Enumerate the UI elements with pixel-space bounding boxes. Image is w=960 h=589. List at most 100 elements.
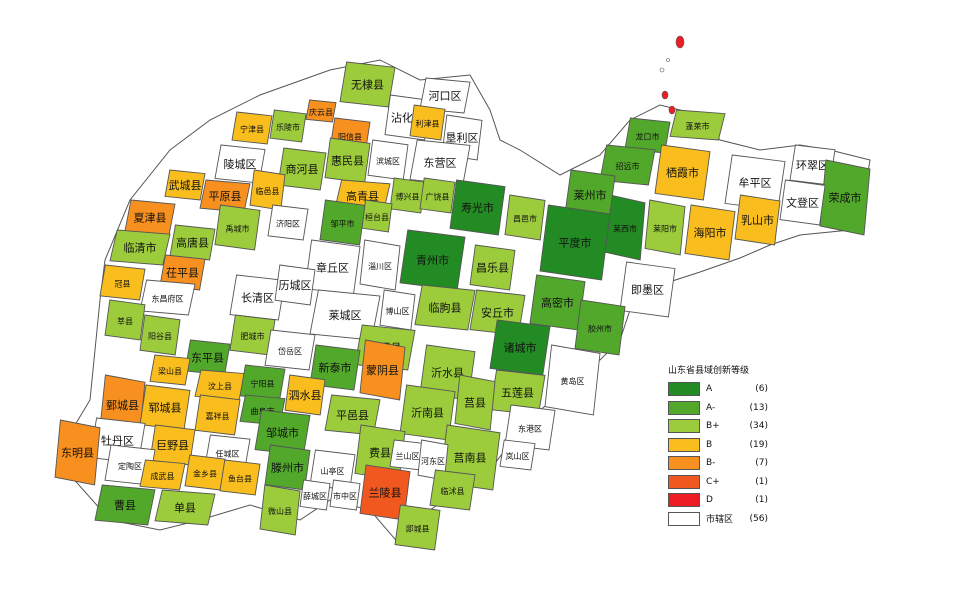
county-region: 成武县 — [139, 459, 186, 491]
county-shape — [214, 204, 261, 251]
county-label: 岚山区 — [506, 451, 530, 461]
county-region: 岚山区 — [499, 439, 536, 471]
county-label: 蒙阴县 — [366, 364, 399, 377]
county-region: 阳谷县 — [139, 314, 181, 356]
county-label: 博兴县 — [396, 192, 420, 202]
county-region: 邹城市 — [254, 409, 311, 456]
county-label: 乐陵市 — [276, 122, 300, 132]
county-label: 任城区 — [216, 449, 240, 459]
county-shape — [684, 204, 736, 261]
county-label: 阳谷县 — [148, 332, 172, 341]
county-label: 环翠区 — [796, 159, 829, 172]
county-region: 商河县 — [277, 147, 327, 191]
county-shape — [454, 374, 496, 431]
county-label: 嘉祥县 — [206, 411, 230, 421]
county-label: 博山区 — [386, 306, 410, 316]
county-shape — [284, 374, 326, 416]
county-label: 莒县 — [464, 397, 486, 410]
county-label: 单县 — [174, 502, 196, 515]
county-label: 成武县 — [151, 471, 175, 481]
county-label: 栖霞市 — [666, 166, 699, 180]
county-label: 荣成市 — [829, 191, 862, 205]
county-region: 栖霞市 — [654, 144, 711, 201]
county-shape — [274, 264, 316, 306]
county-label: 牡丹区 — [101, 434, 134, 448]
county-region: 冠县 — [99, 264, 146, 301]
county-region: 高唐县 — [169, 224, 216, 261]
legend-row: D (1) — [668, 491, 768, 510]
county-shape — [299, 479, 331, 511]
county-label: 垦利区 — [446, 132, 479, 145]
county-region: 蓬莱市 — [669, 109, 726, 141]
county-label: 沂南县 — [411, 407, 444, 420]
island — [666, 58, 670, 62]
county-shape — [231, 111, 273, 145]
county-label: 青州市 — [416, 253, 449, 267]
legend-row: A (6) — [668, 380, 768, 399]
county-label: 山亭区 — [321, 466, 345, 476]
county-region: 东平县 — [184, 339, 231, 376]
county-label: 肥城市 — [241, 331, 265, 341]
county-label: 冠县 — [115, 280, 131, 289]
county-label: 河东区 — [421, 456, 445, 466]
county-label: 沂水县 — [431, 367, 464, 380]
county-label: 利津县 — [416, 119, 440, 129]
county-shape — [409, 104, 446, 141]
county-region: 文登区 — [779, 179, 826, 226]
county-shape — [139, 314, 181, 356]
county-label: 巨野县 — [156, 439, 189, 452]
legend-row: B- (7) — [668, 454, 768, 473]
county-label: 泗水县 — [289, 389, 322, 402]
county-region: 巨野县 — [149, 424, 196, 466]
county-label: 平原县 — [209, 190, 242, 203]
legend-grade: D — [706, 495, 713, 506]
legend-count: (6) — [755, 384, 768, 395]
county-shape — [139, 279, 196, 316]
county-shape — [149, 354, 191, 386]
county-region: 东明县 — [54, 419, 101, 486]
county-region: 薛城区 — [299, 479, 331, 511]
county-shape — [644, 199, 686, 256]
legend-grade: A — [706, 384, 713, 395]
county-region: 蒙阴县 — [359, 339, 406, 401]
legend-row: C+ (1) — [668, 473, 768, 492]
county-label: 薛城区 — [303, 491, 327, 501]
county-label: 微山县 — [268, 506, 292, 516]
county-label: 莱城区 — [329, 309, 362, 322]
legend-count: (19) — [749, 439, 768, 450]
county-region: 郓城县 — [139, 384, 191, 431]
county-label: 兰山区 — [396, 451, 420, 461]
county-shape — [229, 274, 286, 321]
county-region: 招远市 — [599, 144, 656, 186]
county-label: 惠民县 — [331, 154, 364, 168]
county-label: 滨城区 — [376, 156, 400, 166]
legend-grade: B — [706, 439, 713, 450]
county-label: 庆云县 — [309, 107, 333, 117]
county-label: 茌平县 — [166, 267, 199, 280]
county-region: 济阳区 — [267, 204, 309, 241]
county-region: 广饶县 — [419, 177, 456, 214]
county-region: 宁津县 — [231, 111, 273, 145]
county-shape — [419, 77, 471, 114]
county-label: 高青县 — [346, 189, 379, 203]
county-label: 黄岛区 — [561, 376, 585, 386]
county-shape — [504, 194, 546, 241]
island — [668, 105, 676, 115]
county-region: 梁山县 — [149, 354, 191, 386]
county-label: 章丘区 — [316, 261, 349, 275]
county-label: 滕州市 — [271, 461, 304, 475]
county-region: 莱阳市 — [644, 199, 686, 256]
legend-swatch — [668, 511, 700, 526]
county-shape — [734, 194, 781, 246]
legend-swatch — [668, 456, 700, 471]
county-region: 章丘区 — [304, 239, 361, 296]
county-label: 龙口市 — [636, 132, 660, 142]
county-region: 长清区 — [229, 274, 286, 321]
county-label: 济阳区 — [276, 219, 300, 229]
county-label: 河口区 — [429, 90, 462, 103]
county-region: 临邑县 — [249, 169, 286, 211]
county-region: 东昌府区 — [139, 279, 196, 316]
county-shape — [599, 144, 656, 186]
county-region: 桓台县 — [361, 199, 393, 233]
county-shape — [429, 469, 476, 511]
